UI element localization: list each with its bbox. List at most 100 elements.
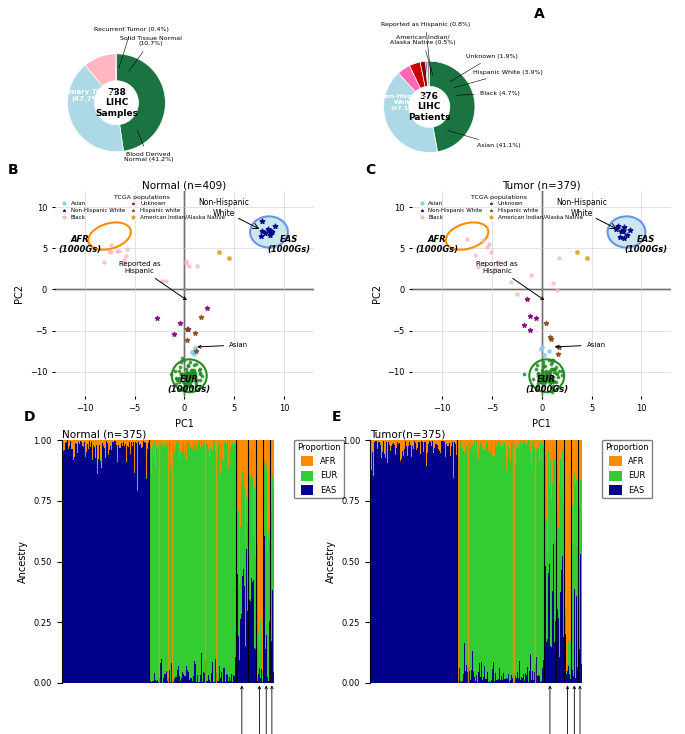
Point: [182, 334, 192, 346]
Point: [541, 368, 552, 380]
Point: [547, 355, 558, 366]
Point: [105, 239, 116, 251]
Point: [533, 367, 544, 379]
Point: [224, 252, 235, 264]
Point: [188, 366, 199, 378]
Point: [547, 357, 558, 368]
Wedge shape: [384, 73, 438, 153]
Point: [482, 241, 493, 252]
Text: American Indian/
Alaska Native: American Indian/ Alaska Native: [245, 686, 299, 734]
Text: Reported as
Hispanic: Reported as Hispanic: [476, 261, 544, 299]
Text: Hispanic White
Reported as
Hispanic: Hispanic White Reported as Hispanic: [219, 686, 265, 734]
Text: Reported as
Hispanic: Reported as Hispanic: [119, 261, 186, 299]
Point: [539, 360, 550, 371]
Text: EUR
(1000Gs): EUR (1000Gs): [525, 375, 569, 394]
Point: [542, 366, 553, 378]
Point: [547, 385, 558, 397]
Point: [538, 349, 549, 361]
Point: [182, 323, 193, 335]
Point: [545, 363, 556, 374]
Point: [537, 364, 548, 376]
Point: [182, 372, 192, 384]
Point: [195, 363, 206, 375]
Point: [549, 363, 560, 375]
Point: [546, 359, 557, 371]
Point: [536, 369, 547, 381]
Point: [535, 376, 546, 388]
Point: [181, 377, 192, 389]
Point: [492, 256, 503, 268]
Point: [173, 366, 184, 377]
Point: [538, 361, 549, 373]
Point: [182, 371, 192, 382]
Point: [201, 302, 212, 313]
Point: [545, 376, 556, 388]
Text: Reported as Hispanic (0.8%): Reported as Hispanic (0.8%): [381, 22, 470, 75]
Point: [103, 245, 114, 257]
Point: [539, 379, 550, 390]
Point: [264, 230, 275, 241]
Point: [175, 368, 186, 379]
Point: [189, 364, 200, 376]
Point: [534, 370, 545, 382]
Point: [547, 363, 558, 375]
Point: [182, 380, 192, 392]
Point: [506, 276, 516, 288]
Point: [181, 255, 192, 266]
Text: D: D: [23, 410, 35, 424]
Point: [190, 358, 201, 370]
Point: [182, 360, 193, 372]
Text: E: E: [332, 410, 341, 424]
Point: [177, 368, 188, 379]
Point: [113, 245, 124, 257]
Point: [548, 277, 559, 289]
Point: [119, 257, 130, 269]
Point: [472, 261, 483, 273]
Point: [184, 367, 195, 379]
Point: [550, 361, 561, 373]
Point: [166, 368, 177, 379]
Point: [612, 219, 623, 231]
Text: Unknown: Unknown: [251, 686, 281, 734]
X-axis label: PC1: PC1: [532, 418, 551, 429]
Point: [190, 371, 201, 383]
Point: [174, 376, 185, 388]
Point: [544, 331, 555, 343]
Wedge shape: [420, 62, 427, 87]
Point: [182, 324, 192, 335]
Point: [170, 365, 181, 377]
Point: [519, 319, 530, 331]
Text: Hispanic White
Reported as
Hispanic: Hispanic White Reported as Hispanic: [526, 686, 573, 734]
Point: [541, 376, 552, 388]
Point: [537, 376, 548, 388]
Point: [616, 225, 627, 236]
Point: [189, 327, 200, 339]
Point: [184, 369, 195, 381]
Point: [553, 341, 564, 353]
Text: Hispanic White (3.9%): Hispanic White (3.9%): [454, 70, 543, 88]
Point: [542, 368, 553, 380]
Point: [195, 368, 206, 379]
Text: Asian: Asian: [556, 342, 606, 348]
Point: [553, 366, 564, 377]
Text: Primary Tumor
(47.7%): Primary Tumor (47.7%): [58, 89, 116, 102]
Point: [547, 363, 558, 374]
Text: B: B: [8, 164, 18, 178]
Point: [176, 356, 187, 368]
Point: [187, 371, 198, 383]
Point: [179, 368, 190, 379]
Point: [536, 376, 547, 388]
Point: [184, 356, 195, 368]
Point: [189, 368, 200, 379]
Wedge shape: [427, 61, 429, 87]
Point: [160, 275, 171, 286]
Point: [181, 369, 192, 381]
Text: Tumor(n=375): Tumor(n=375): [370, 429, 445, 440]
Point: [525, 324, 536, 336]
Point: [545, 374, 556, 385]
Y-axis label: Ancestry: Ancestry: [326, 540, 336, 583]
Text: Unknown: Unknown: [560, 686, 589, 734]
Point: [547, 371, 558, 382]
Point: [270, 220, 281, 232]
Point: [610, 223, 621, 235]
